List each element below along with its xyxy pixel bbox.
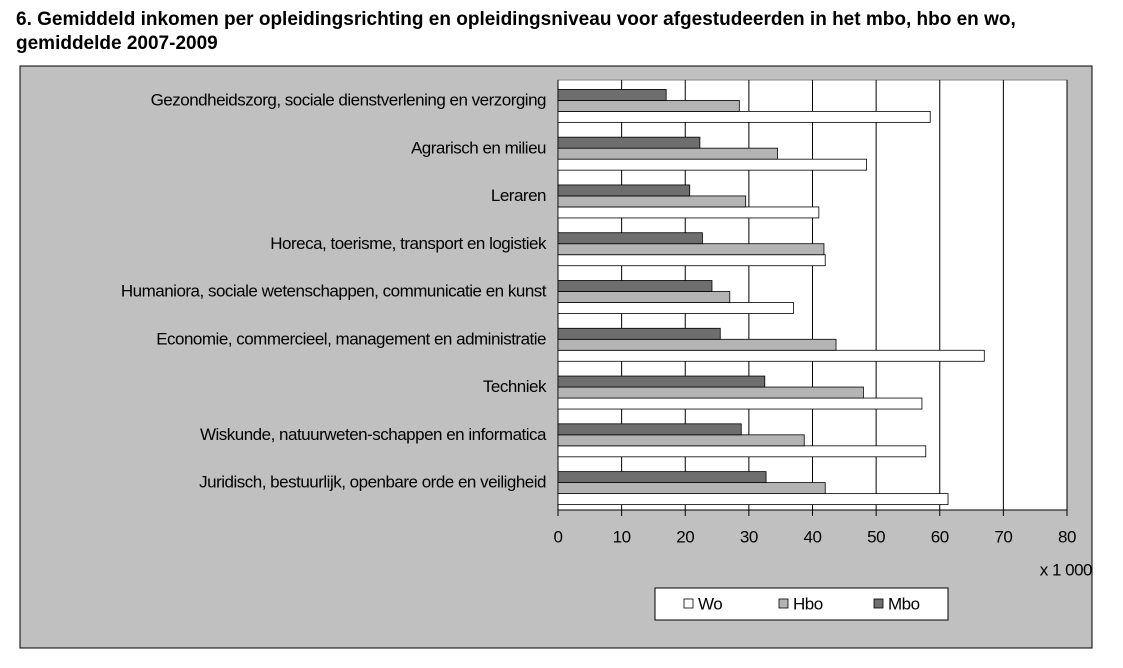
y-tick-label: Economie, commercieel, management en adm… (156, 329, 546, 348)
bar (557, 375, 766, 388)
bar (557, 110, 931, 123)
y-tick-label: Juridisch, bestuurlijk, openbare orde en… (199, 473, 546, 492)
bar (557, 397, 923, 410)
bar (557, 206, 820, 219)
bar (557, 386, 864, 399)
y-tick-label: Horeca, toerisme, transport en logistiek (270, 234, 547, 253)
x-tick-label: 20 (676, 527, 694, 546)
legend-swatch (778, 598, 789, 609)
bar (557, 184, 691, 197)
x-tick-label: 60 (931, 527, 949, 546)
y-tick-label: Agrarisch en milieu (411, 138, 546, 157)
legend-label: Mbo (888, 594, 920, 613)
x-tick-label: 10 (613, 527, 631, 546)
x-tick-label: 0 (554, 527, 563, 546)
bar (557, 471, 767, 484)
legend-label: Hbo (793, 594, 823, 613)
bar (557, 147, 778, 160)
bar (557, 302, 794, 314)
bar (557, 99, 740, 112)
legend-swatch (873, 598, 884, 609)
bar (557, 232, 703, 245)
x-tick-label: 80 (1058, 527, 1076, 546)
legend-label: Wo (698, 594, 722, 613)
bar (557, 280, 713, 292)
bar (557, 349, 985, 362)
x-tick-label: 50 (867, 527, 885, 546)
bar (557, 243, 825, 256)
bar (557, 327, 721, 340)
x-tick-label: 40 (804, 527, 822, 546)
chart-title: 6. Gemiddeld inkomen per opleidingsricht… (16, 9, 1016, 54)
bar (557, 195, 747, 208)
bar (557, 88, 667, 101)
bar (557, 254, 826, 267)
y-tick-label: Leraren (491, 186, 546, 205)
bar (557, 338, 837, 351)
y-tick-label: Wiskunde, natuurweten-schappen en inform… (200, 425, 547, 444)
legend (654, 587, 949, 621)
bar (557, 482, 826, 495)
y-tick-label: Humaniora, sociale wetenschappen, commun… (121, 282, 547, 301)
legend-swatch (683, 598, 694, 609)
x-axis-label: x 1 000 (1040, 560, 1092, 579)
y-tick-label: Gezondheidszorg, sociale dienstverlening… (151, 90, 546, 109)
x-tick-label: 70 (994, 527, 1012, 546)
bar (557, 158, 867, 171)
bar (557, 423, 742, 436)
bar (557, 445, 927, 458)
bar (557, 434, 805, 447)
y-tick-label: Techniek (483, 377, 547, 396)
x-tick-label: 30 (740, 527, 758, 546)
bar (557, 291, 731, 303)
bar (557, 493, 949, 506)
bar (557, 136, 701, 149)
